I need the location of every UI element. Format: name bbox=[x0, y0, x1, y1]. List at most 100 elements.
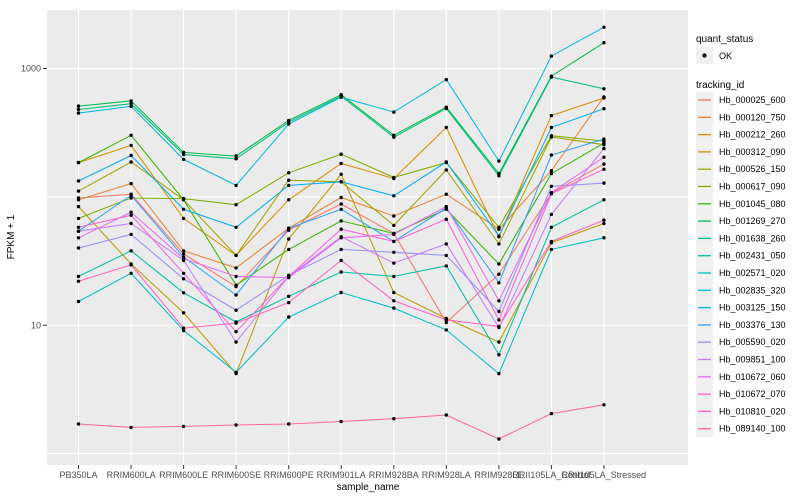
data-point bbox=[76, 198, 81, 202]
x-tick-label: RRIM928BA bbox=[369, 470, 419, 480]
data-point bbox=[287, 422, 291, 426]
legend-quant-label: OK bbox=[719, 51, 732, 61]
data-point bbox=[181, 216, 186, 221]
data-point bbox=[602, 167, 606, 171]
data-point bbox=[181, 207, 186, 211]
y-tick-label: 1000 bbox=[21, 64, 41, 74]
data-point bbox=[234, 308, 238, 312]
data-point bbox=[497, 262, 501, 266]
data-point bbox=[76, 204, 81, 209]
data-point bbox=[549, 411, 554, 416]
data-point bbox=[497, 324, 501, 329]
x-tick-label: RRIM901LA bbox=[317, 470, 366, 480]
x-tick-label: RRIM600SE bbox=[211, 470, 261, 480]
legend-item-Hb_010672_060: Hb_010672_060 bbox=[696, 368, 786, 386]
data-point bbox=[129, 210, 133, 214]
data-point bbox=[602, 96, 606, 100]
data-point bbox=[76, 160, 81, 165]
data-point bbox=[76, 104, 81, 108]
data-point bbox=[76, 179, 81, 183]
data-point bbox=[287, 178, 291, 182]
data-point bbox=[339, 95, 343, 99]
data-point bbox=[549, 134, 554, 138]
data-point bbox=[444, 106, 448, 111]
data-point bbox=[129, 160, 133, 164]
data-point bbox=[129, 143, 133, 148]
data-point bbox=[549, 184, 554, 188]
data-point bbox=[602, 146, 606, 151]
data-point bbox=[444, 217, 448, 221]
data-point bbox=[181, 157, 186, 162]
data-point bbox=[129, 425, 133, 430]
data-point bbox=[602, 155, 606, 159]
legend-quant-title: quant_status bbox=[696, 34, 753, 45]
legend-item-label: Hb_000312_090 bbox=[719, 147, 786, 157]
data-point bbox=[234, 157, 238, 161]
data-point bbox=[339, 247, 343, 252]
data-point bbox=[287, 294, 291, 298]
x-tick-label: RRII105LA_Stressed bbox=[562, 470, 647, 480]
data-point bbox=[129, 232, 133, 237]
data-point bbox=[392, 135, 396, 139]
data-point bbox=[339, 207, 343, 211]
y-axis-title: FPKM + 1 bbox=[6, 214, 17, 259]
data-point bbox=[392, 261, 396, 265]
data-point bbox=[181, 249, 186, 253]
legend-item-Hb_005590_020: Hb_005590_020 bbox=[696, 333, 786, 351]
legend-item-Hb_010672_070: Hb_010672_070 bbox=[696, 385, 786, 403]
data-point bbox=[129, 99, 133, 103]
data-point bbox=[549, 125, 554, 130]
data-point bbox=[287, 274, 291, 279]
legend-item-Hb_000025_600: Hb_000025_600 bbox=[696, 91, 786, 109]
data-point bbox=[234, 321, 238, 325]
data-point bbox=[602, 25, 606, 29]
data-point bbox=[287, 122, 291, 126]
plot-panel bbox=[47, 10, 688, 465]
legend-item-Hb_009851_100: Hb_009851_100 bbox=[696, 351, 786, 368]
x-tick-label: RRIM600LA bbox=[107, 470, 156, 480]
legend-item-label: Hb_009851_100 bbox=[719, 355, 786, 365]
data-point bbox=[497, 242, 501, 246]
data-point bbox=[181, 291, 186, 295]
legend-item-Hb_002835_320: Hb_002835_320 bbox=[696, 281, 786, 299]
legend-item-label: Hb_005590_020 bbox=[719, 337, 786, 347]
data-point bbox=[497, 340, 501, 344]
legend-item-Hb_003376_130: Hb_003376_130 bbox=[696, 316, 786, 334]
data-point bbox=[287, 198, 291, 202]
data-point bbox=[234, 203, 238, 207]
legend-item-Hb_010810_020: Hb_010810_020 bbox=[696, 402, 786, 420]
legend-item-label: Hb_089140_100 bbox=[719, 424, 786, 434]
data-point bbox=[497, 272, 501, 276]
data-point bbox=[339, 227, 343, 231]
data-point bbox=[497, 225, 501, 229]
data-point bbox=[392, 417, 396, 421]
data-point bbox=[444, 125, 448, 130]
legend-item-label: Hb_000120_750 bbox=[719, 112, 786, 122]
legend-item-label: Hb_001638_260 bbox=[719, 233, 786, 243]
data-point bbox=[129, 196, 133, 200]
x-tick-label: PB350LA bbox=[59, 470, 97, 480]
legend-item-Hb_002571_020: Hb_002571_020 bbox=[696, 264, 786, 282]
data-point bbox=[549, 169, 554, 173]
data-point bbox=[234, 330, 238, 334]
legend-item-label: Hb_001045_080 bbox=[719, 199, 786, 209]
data-point bbox=[392, 250, 396, 254]
x-tick-label: RRIM600PE bbox=[264, 470, 314, 480]
x-tick-label: RRII105LA_Control bbox=[512, 470, 590, 480]
data-point bbox=[181, 252, 186, 256]
data-point bbox=[129, 104, 133, 109]
legend-item-label: Hb_000025_600 bbox=[719, 95, 786, 105]
data-point bbox=[392, 299, 396, 303]
data-point bbox=[129, 221, 133, 226]
data-point bbox=[287, 247, 291, 252]
legend-item-Hb_000212_260: Hb_000212_260 bbox=[696, 126, 786, 144]
legend-item-Hb_000312_090: Hb_000312_090 bbox=[696, 143, 786, 161]
data-point bbox=[602, 198, 606, 202]
data-point bbox=[76, 299, 81, 304]
data-point bbox=[181, 152, 186, 157]
data-point bbox=[234, 370, 238, 374]
data-point bbox=[234, 293, 238, 297]
data-point bbox=[392, 290, 396, 295]
data-point bbox=[497, 371, 501, 376]
